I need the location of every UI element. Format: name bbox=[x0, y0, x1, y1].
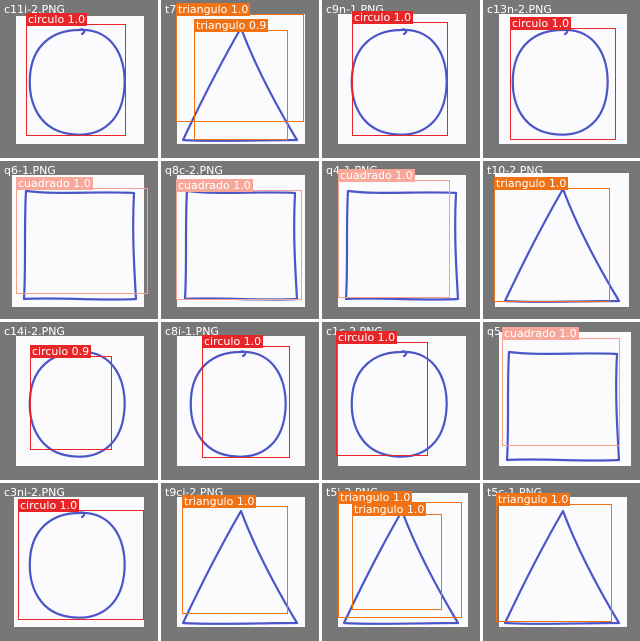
scanned-drawing bbox=[177, 336, 305, 466]
detection-label: triangulo 0.9 bbox=[194, 19, 269, 32]
result-tile: c8i-1.PNG circulo 1.0 bbox=[161, 322, 319, 480]
scanned-drawing bbox=[177, 14, 305, 144]
detection-label: cuadrado 1.0 bbox=[16, 177, 93, 190]
detection-label: triangulo 1.0 bbox=[352, 503, 427, 516]
tile-filename: q5 bbox=[487, 325, 501, 338]
triangle-sketch bbox=[181, 26, 299, 142]
result-tile: q8c-2.PNG cuadrado 1.0 bbox=[161, 161, 319, 319]
circle-sketch bbox=[350, 350, 448, 458]
detection-box bbox=[502, 338, 620, 446]
result-tile: q6-1.PNG cuadrado 1.0 bbox=[0, 161, 158, 319]
result-tile: c13n-2.PNG circulo 1.0 bbox=[483, 0, 640, 158]
triangle-sketch bbox=[181, 509, 299, 625]
detection-label: triangulo 1.0 bbox=[176, 3, 251, 16]
detection-label: circulo 1.0 bbox=[510, 17, 572, 30]
square-sketch bbox=[22, 189, 138, 301]
scanned-drawing bbox=[499, 14, 627, 144]
result-tile: c11i-2.PNG circulo 1.0 bbox=[0, 0, 158, 158]
result-tile: t10-2.PNG triangulo 1.0 bbox=[483, 161, 640, 319]
detection-label: triangulo 1.0 bbox=[338, 491, 413, 504]
detection-box bbox=[18, 510, 144, 620]
detection-label: triangulo 1.0 bbox=[494, 177, 569, 190]
detection-box bbox=[338, 180, 450, 298]
scanned-drawing bbox=[499, 497, 627, 627]
scanned-drawing bbox=[495, 173, 629, 307]
triangle-sketch bbox=[342, 509, 460, 625]
scanned-drawing bbox=[177, 497, 305, 627]
detection-label: cuadrado 1.0 bbox=[176, 179, 253, 192]
square-sketch bbox=[505, 350, 621, 462]
detection-box bbox=[352, 22, 448, 136]
scanned-drawing bbox=[338, 336, 466, 466]
scanned-drawing bbox=[338, 175, 466, 307]
circle-sketch bbox=[28, 511, 126, 619]
tile-filename: t7 bbox=[165, 3, 177, 16]
detection-label: cuadrado 1.0 bbox=[338, 169, 415, 182]
result-tile: c14i-2.PNG circulo 0.9 bbox=[0, 322, 158, 480]
tile-filename: q6-1.PNG bbox=[4, 164, 56, 177]
detection-label: circulo 1.0 bbox=[26, 13, 88, 26]
tile-filename: t10-2.PNG bbox=[487, 164, 544, 177]
circle-sketch bbox=[189, 350, 287, 458]
detection-label: triangulo 1.0 bbox=[182, 495, 257, 508]
detection-label: circulo 1.0 bbox=[352, 11, 414, 24]
square-sketch bbox=[344, 189, 460, 301]
result-tile: c9n-1.PNG circulo 1.0 bbox=[322, 0, 480, 158]
circle-sketch bbox=[350, 28, 448, 136]
tile-filename: c8i-1.PNG bbox=[165, 325, 219, 338]
result-tile: q5 cuadrado 1.0 bbox=[483, 322, 640, 480]
detection-box bbox=[194, 30, 288, 140]
scanned-drawing bbox=[177, 175, 305, 307]
detection-label: circulo 0.9 bbox=[30, 345, 92, 358]
tile-filename: c3ni-2.PNG bbox=[4, 486, 65, 499]
detection-box bbox=[496, 504, 612, 622]
scanned-drawing bbox=[338, 14, 466, 144]
detection-box bbox=[176, 190, 302, 300]
detection-label: circulo 1.0 bbox=[336, 331, 398, 344]
tile-filename: q8c-2.PNG bbox=[165, 164, 223, 177]
detection-box bbox=[26, 24, 126, 136]
detection-box bbox=[182, 506, 288, 614]
tile-filename: c11i-2.PNG bbox=[4, 3, 65, 16]
detection-box bbox=[510, 28, 616, 140]
detection-box bbox=[16, 188, 148, 294]
tile-filename: c14i-2.PNG bbox=[4, 325, 65, 338]
detection-box bbox=[30, 356, 112, 450]
scanned-drawing bbox=[12, 175, 144, 307]
result-tile: t9ci-2.PNG triangulo 1.0 bbox=[161, 483, 319, 641]
detection-label: circulo 1.0 bbox=[202, 335, 264, 348]
detection-label: triangulo 1.0 bbox=[496, 493, 571, 506]
scanned-drawing bbox=[16, 16, 144, 144]
detection-box bbox=[494, 188, 610, 302]
detection-box bbox=[352, 514, 442, 610]
scanned-drawing bbox=[14, 497, 144, 627]
circle-sketch bbox=[28, 28, 126, 136]
detection-label: circulo 1.0 bbox=[18, 499, 80, 512]
result-tile: c3ni-2.PNG circulo 1.0 bbox=[0, 483, 158, 641]
tile-filename: c13n-2.PNG bbox=[487, 3, 552, 16]
triangle-sketch bbox=[503, 509, 621, 625]
detection-box bbox=[202, 346, 290, 458]
detection-label: cuadrado 1.0 bbox=[502, 327, 579, 340]
result-tile: t7 triangulo 1.0 triangulo 0.9 bbox=[161, 0, 319, 158]
detection-box bbox=[336, 342, 428, 456]
